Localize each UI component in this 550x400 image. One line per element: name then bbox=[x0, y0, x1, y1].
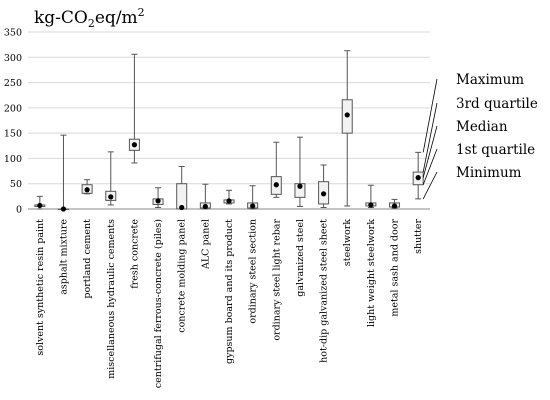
y-tick-label: 0 bbox=[16, 205, 22, 216]
x-tick-label: light weight steelwork bbox=[366, 219, 377, 327]
x-tick-label: metal sash and door bbox=[390, 219, 401, 317]
median-dot bbox=[368, 202, 374, 208]
x-tick-label: ALC panel bbox=[200, 219, 211, 270]
x-tick-label: concrete molding panel bbox=[177, 219, 188, 333]
unit-label-main: kg-CO bbox=[34, 8, 88, 28]
median-dot bbox=[391, 203, 398, 209]
median-dot bbox=[297, 183, 303, 189]
box-item bbox=[412, 151, 424, 200]
box-item bbox=[176, 166, 188, 211]
legend-label: Maximum bbox=[456, 72, 524, 88]
median-dot bbox=[37, 202, 43, 209]
median-dot bbox=[60, 206, 67, 212]
x-tick-label: fresh concrete bbox=[129, 219, 140, 289]
legend: Maximum 3rd quartile Median 1st quartile Min… bbox=[422, 72, 538, 200]
legend-leader-line bbox=[422, 102, 438, 173]
legend-leader-line bbox=[422, 125, 438, 178]
x-tick-label: asphalt mixture bbox=[58, 219, 69, 295]
y-tick-label: 100 bbox=[4, 154, 22, 165]
median-dot bbox=[108, 194, 114, 200]
median-dot bbox=[131, 142, 138, 148]
unit-label-rest: eq/m bbox=[95, 8, 138, 28]
legend-leader-line bbox=[422, 171, 438, 200]
median-dot bbox=[250, 203, 256, 209]
unit-label-sup: 2 bbox=[138, 6, 145, 19]
legend-leader-line bbox=[422, 78, 438, 153]
box-item bbox=[199, 183, 211, 210]
x-tick-label: miscellaneous hydraulic cements bbox=[106, 219, 117, 379]
x-tick-label: hot-dip galvanized steel sheet bbox=[319, 219, 330, 363]
box-item bbox=[223, 189, 235, 205]
x-tick-label: centrifugal ferrous-concrete (piles) bbox=[153, 219, 164, 388]
box-item bbox=[81, 179, 93, 195]
median-dot bbox=[344, 112, 350, 118]
box-item bbox=[34, 195, 46, 210]
x-tick-label: solvent synthetic resin paint bbox=[35, 219, 46, 356]
legend-label: Median bbox=[456, 119, 508, 135]
box-item bbox=[389, 198, 401, 209]
box-item bbox=[341, 50, 353, 207]
legend-label: 1st quartile bbox=[456, 142, 535, 158]
median-dot bbox=[84, 187, 90, 193]
x-tick-label: ordinary steel section bbox=[248, 219, 259, 324]
x-tick-label: steelwork bbox=[342, 219, 353, 266]
box-item bbox=[247, 185, 259, 210]
x-tick-label: galvanized steel bbox=[295, 219, 306, 297]
unit-label: kg-CO2eq/m2 bbox=[34, 6, 145, 30]
y-tick-label: 150 bbox=[4, 129, 22, 140]
box-item bbox=[105, 151, 117, 206]
unit-label-sub: 2 bbox=[88, 17, 95, 30]
x-tick-label: shutter bbox=[413, 219, 424, 254]
median-dot bbox=[202, 203, 208, 210]
legend-label: Minimum bbox=[456, 165, 522, 181]
grid-lines bbox=[28, 31, 430, 210]
x-tick-label: portland cement bbox=[82, 219, 93, 299]
median-dot bbox=[179, 204, 185, 211]
y-tick-label: 350 bbox=[4, 28, 22, 39]
box-item bbox=[318, 164, 330, 208]
box-item bbox=[294, 136, 306, 207]
y-tick-label: 50 bbox=[10, 179, 22, 190]
x-tick-label: gypsum board and its product bbox=[224, 219, 235, 364]
box-item bbox=[57, 134, 69, 212]
box-item bbox=[365, 184, 377, 208]
median-dot bbox=[155, 198, 161, 204]
x-tick-labels: solvent synthetic resin paint asphalt mix… bbox=[35, 219, 424, 389]
box-item bbox=[128, 53, 140, 164]
legend-label: 3rd quartile bbox=[456, 96, 538, 112]
legend-leader-line bbox=[422, 148, 438, 185]
y-tick-labels: 0 50 100 150 200 250 300 350 bbox=[4, 28, 22, 216]
x-tick-label: ordinary steel light rebar bbox=[271, 219, 282, 341]
box-item bbox=[270, 141, 282, 198]
y-tick-label: 250 bbox=[4, 78, 22, 89]
median-dot bbox=[320, 191, 327, 197]
median-dot bbox=[273, 182, 279, 188]
y-tick-label: 300 bbox=[4, 53, 22, 64]
box-series bbox=[34, 50, 424, 212]
median-dot bbox=[415, 175, 421, 181]
median-dot bbox=[226, 198, 232, 204]
box-item bbox=[152, 187, 164, 208]
y-tick-label: 200 bbox=[4, 103, 22, 114]
